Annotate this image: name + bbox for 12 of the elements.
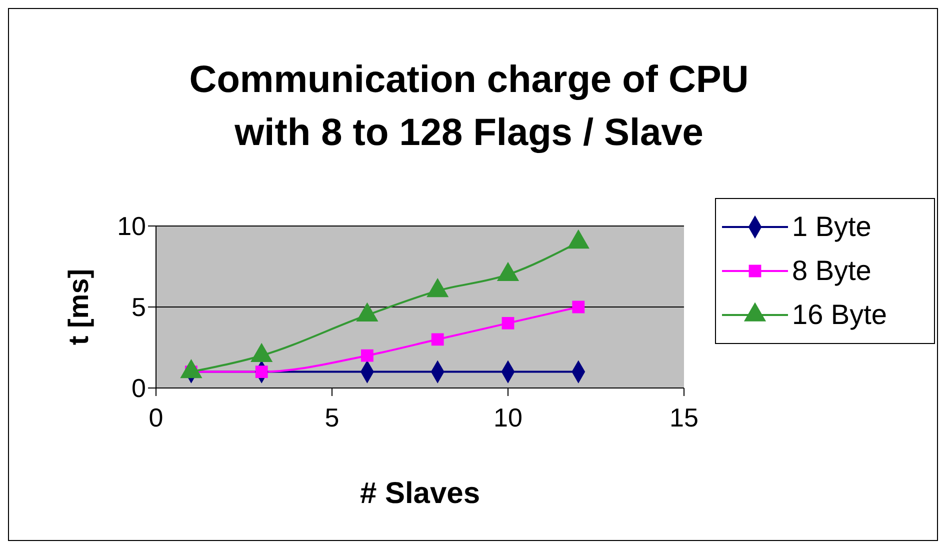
x-axis-title: # Slaves bbox=[360, 477, 480, 510]
legend-label: 1 Byte bbox=[792, 211, 872, 243]
legend-label: 16 Byte bbox=[792, 299, 887, 331]
x-tick-label: 10 bbox=[494, 402, 522, 432]
y-tick-label: 10 bbox=[117, 211, 146, 242]
y-tick-label: 5 bbox=[132, 292, 146, 322]
x-tick-label: 5 bbox=[324, 402, 340, 432]
legend-label: 8 Byte bbox=[792, 255, 872, 287]
x-tick-label: 15 bbox=[670, 402, 698, 432]
y-tick-label: 0 bbox=[132, 373, 146, 404]
y-axis-title: t [ms] bbox=[62, 268, 94, 346]
chart-title: Communication charge of CPU with 8 to 128 Flags / Slave bbox=[188, 58, 750, 156]
